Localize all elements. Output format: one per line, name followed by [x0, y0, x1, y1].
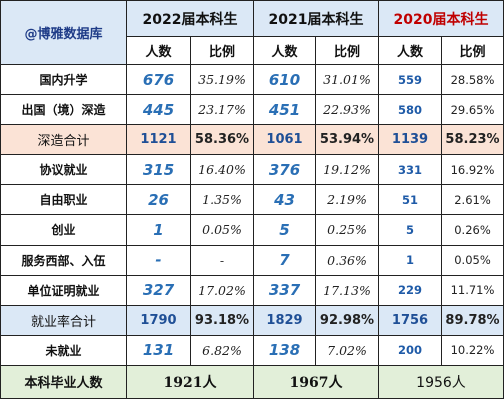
table-row-domestic-study: 国内升学 676 35.19% 610 31.01% 559 28.58%	[0, 64, 504, 96]
row-label: 出国（境）深造	[0, 94, 127, 126]
count-2022: 131	[126, 334, 191, 366]
ratio-2022: 35.19%	[190, 64, 254, 96]
count-2022: 26	[126, 184, 191, 216]
table-row-freelance: 自由职业 26 1.35% 43 2.19% 51 2.61%	[0, 184, 504, 216]
count-2022: 1121	[126, 124, 191, 156]
col-ratio-header: 比例	[190, 36, 254, 66]
table-row-contract-employment: 协议就业 315 16.40% 376 19.12% 331 16.92%	[0, 154, 504, 186]
count-2022: 1	[126, 214, 191, 246]
col-count-header: 人数	[378, 36, 442, 66]
row-label: 创业	[0, 214, 127, 246]
corner-cell: @博雅数据库	[0, 0, 127, 66]
ratio-2022: 16.40%	[190, 154, 254, 186]
year-header-2022: 2022届本科生	[126, 0, 254, 38]
count-2021: 337	[253, 274, 316, 306]
count-2022: 327	[126, 274, 191, 306]
table-row-certified-employment: 单位证明就业 327 17.02% 337 17.13% 229 11.71%	[0, 274, 504, 306]
ratio-2020: 11.71%	[441, 274, 504, 306]
count-2021: 1061	[253, 124, 316, 156]
col-ratio-header: 比例	[315, 36, 379, 66]
table-row-abroad-study: 出国（境）深造 445 23.17% 451 22.93% 580 29.65%	[0, 94, 504, 126]
count-2021: 451	[253, 94, 316, 126]
count-2022: 676	[126, 64, 191, 96]
count-2022: -	[126, 244, 191, 276]
ratio-2021: 0.25%	[315, 214, 379, 246]
ratio-2021: 31.01%	[315, 64, 379, 96]
ratio-2021: 0.36%	[315, 244, 379, 276]
ratio-2022: 93.18%	[190, 304, 254, 336]
ratio-2020: 28.58%	[441, 64, 504, 96]
ratio-2021: 17.13%	[315, 274, 379, 306]
count-2022: 445	[126, 94, 191, 126]
table-row-western-service: 服务西部、入伍 - - 7 0.36% 1 0.05%	[0, 244, 504, 276]
ratio-2022: 23.17%	[190, 94, 254, 126]
col-count-header: 人数	[253, 36, 316, 66]
ratio-2021: 92.98%	[315, 304, 379, 336]
count-2021: 43	[253, 184, 316, 216]
col-ratio-header: 比例	[441, 36, 504, 66]
ratio-2020: 0.05%	[441, 244, 504, 276]
count-2020: 200	[378, 334, 442, 366]
row-label: 单位证明就业	[0, 274, 127, 306]
ratio-2020: 58.23%	[441, 124, 504, 156]
row-label: 国内升学	[0, 64, 127, 96]
count-2022: 315	[126, 154, 191, 186]
total-2021: 1967人	[253, 364, 379, 400]
ratio-2022: 58.36%	[190, 124, 254, 156]
count-2021: 7	[253, 244, 316, 276]
count-2020: 1139	[378, 124, 442, 156]
count-2021: 138	[253, 334, 316, 366]
ratio-2021: 2.19%	[315, 184, 379, 216]
count-2020: 1	[378, 244, 442, 276]
ratio-2020: 16.92%	[441, 154, 504, 186]
ratio-2022: 1.35%	[190, 184, 254, 216]
row-label: 深造合计	[0, 124, 127, 156]
row-label: 服务西部、入伍	[0, 244, 127, 276]
ratio-2022: 17.02%	[190, 274, 254, 306]
count-2020: 5	[378, 214, 442, 246]
col-count-header: 人数	[126, 36, 191, 66]
count-2021: 5	[253, 214, 316, 246]
ratio-2020: 89.78%	[441, 304, 504, 336]
ratio-2020: 29.65%	[441, 94, 504, 126]
total-2020: 1956人	[378, 364, 504, 400]
ratio-2021: 19.12%	[315, 154, 379, 186]
table-row-further-study-total: 深造合计 1121 58.36% 1061 53.94% 1139 58.23%	[0, 124, 504, 156]
count-2021: 610	[253, 64, 316, 96]
row-label: 本科毕业人数	[0, 364, 127, 400]
count-2020: 580	[378, 94, 442, 126]
year-header-2021: 2021届本科生	[253, 0, 379, 38]
count-2020: 229	[378, 274, 442, 306]
ratio-2022: -	[190, 244, 254, 276]
total-2022: 1921人	[126, 364, 254, 400]
ratio-2022: 0.05%	[190, 214, 254, 246]
ratio-2020: 0.26%	[441, 214, 504, 246]
table-row-unemployed: 未就业 131 6.82% 138 7.02% 200 10.22%	[0, 334, 504, 366]
ratio-2021: 53.94%	[315, 124, 379, 156]
count-2022: 1790	[126, 304, 191, 336]
row-label: 未就业	[0, 334, 127, 366]
table-row-employment-total: 就业率合计 1790 93.18% 1829 92.98% 1756 89.78…	[0, 304, 504, 336]
count-2020: 559	[378, 64, 442, 96]
subheader-row: 人数 比例 人数 比例 人数 比例	[1, 36, 504, 66]
header-row: @博雅数据库 2022届本科生 2021届本科生 2020届本科生	[0, 0, 504, 66]
count-2020: 331	[378, 154, 442, 186]
ratio-2021: 7.02%	[315, 334, 379, 366]
count-2021: 1829	[253, 304, 316, 336]
count-2020: 1756	[378, 304, 442, 336]
table-row-graduate-total: 本科毕业人数 1921人 1967人 1956人	[0, 364, 504, 400]
count-2021: 376	[253, 154, 316, 186]
ratio-2020: 2.61%	[441, 184, 504, 216]
table-row-entrepreneurship: 创业 1 0.05% 5 0.25% 5 0.26%	[0, 214, 504, 246]
row-label: 协议就业	[0, 154, 127, 186]
ratio-2022: 6.82%	[190, 334, 254, 366]
ratio-2021: 22.93%	[315, 94, 379, 126]
row-label: 就业率合计	[0, 304, 127, 336]
count-2020: 51	[378, 184, 442, 216]
ratio-2020: 10.22%	[441, 334, 504, 366]
year-header-2020: 2020届本科生	[378, 0, 504, 38]
row-label: 自由职业	[0, 184, 127, 216]
